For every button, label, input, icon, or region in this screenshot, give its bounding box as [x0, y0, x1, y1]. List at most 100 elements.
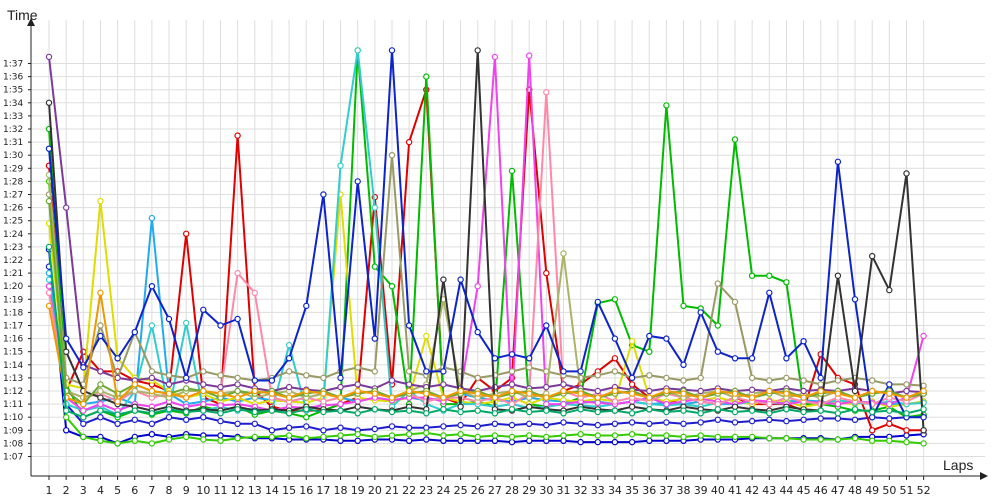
- data-point: [543, 269, 550, 277]
- data-point: [646, 332, 653, 340]
- y-tick-label: 1:17: [3, 322, 23, 332]
- data-point: [234, 132, 241, 139]
- data-point: [697, 387, 704, 395]
- x-tick-label: 3: [80, 484, 87, 497]
- data-point: [903, 410, 910, 417]
- data-point: [543, 383, 550, 391]
- data-point: [526, 420, 533, 427]
- data-point: [886, 381, 893, 388]
- data-point: [474, 390, 481, 397]
- data-point: [200, 407, 207, 414]
- data-point: [405, 387, 413, 395]
- x-tick-label: 26: [471, 484, 485, 497]
- data-point: [748, 407, 756, 414]
- y-tick-label: 1:14: [3, 361, 23, 371]
- data-point: [886, 415, 893, 422]
- data-point: [714, 433, 722, 441]
- x-tick-label: 32: [574, 484, 588, 497]
- data-point: [388, 432, 396, 439]
- data-point: [628, 431, 636, 438]
- data-point: [920, 414, 927, 421]
- x-tick-label: 49: [865, 484, 879, 497]
- data-point: [131, 407, 138, 414]
- data-point: [251, 387, 258, 395]
- data-point: [457, 431, 464, 438]
- x-tick-label: 45: [797, 484, 811, 497]
- data-point: [766, 289, 773, 296]
- data-point: [148, 440, 156, 447]
- data-point: [165, 381, 173, 388]
- data-point: [97, 197, 104, 205]
- data-point: [714, 387, 722, 395]
- x-tick-label: 19: [351, 484, 365, 497]
- data-point: [337, 407, 344, 414]
- data-point: [560, 387, 567, 395]
- data-point: [508, 368, 516, 375]
- data-point: [903, 427, 910, 434]
- series-line: [45, 47, 927, 434]
- data-point: [45, 283, 53, 290]
- data-point: [200, 368, 207, 375]
- data-point: [800, 394, 807, 401]
- data-point: [423, 410, 430, 417]
- y-tick-label: 1:26: [3, 204, 23, 214]
- data-point: [646, 432, 653, 439]
- data-point: [886, 286, 893, 294]
- data-point: [251, 377, 258, 384]
- data-point: [251, 289, 258, 296]
- y-tick-label: 1:08: [3, 439, 23, 449]
- data-point: [697, 374, 704, 382]
- data-point: [851, 394, 859, 401]
- data-point: [423, 390, 430, 397]
- data-point: [697, 419, 704, 426]
- data-point: [903, 438, 910, 446]
- data-point: [405, 322, 413, 329]
- y-tick-label: 1:24: [3, 230, 23, 240]
- data-point: [714, 416, 722, 423]
- data-point: [886, 407, 893, 414]
- data-point: [405, 381, 413, 388]
- series-path: [48, 54, 925, 412]
- data-point: [131, 416, 138, 423]
- data-point: [388, 151, 396, 159]
- data-point: [320, 191, 327, 198]
- data-point: [474, 423, 481, 430]
- data-point: [440, 437, 447, 444]
- data-point: [148, 431, 156, 438]
- data-point: [869, 408, 876, 416]
- data-point: [783, 374, 790, 382]
- data-point: [114, 374, 121, 382]
- x-tick-label: 13: [248, 484, 262, 497]
- data-point: [766, 377, 773, 384]
- x-tick-label: 37: [659, 484, 673, 497]
- data-point: [474, 407, 481, 414]
- data-point: [680, 377, 687, 384]
- data-point: [97, 289, 104, 296]
- data-point: [354, 47, 361, 54]
- data-point: [285, 341, 293, 349]
- series-path: [48, 291, 924, 406]
- data-point: [611, 355, 619, 362]
- series-path: [48, 154, 924, 387]
- y-tick-label: 1:37: [3, 60, 23, 70]
- y-tick-label: 1:11: [3, 400, 23, 410]
- data-point: [834, 272, 842, 279]
- data-point: [303, 302, 310, 310]
- x-tick-label: 35: [625, 484, 639, 497]
- data-point: [80, 407, 87, 414]
- data-point: [491, 420, 499, 427]
- data-point: [114, 440, 121, 447]
- data-point: [508, 433, 516, 441]
- data-point: [440, 432, 447, 439]
- data-point: [526, 403, 533, 410]
- data-point: [423, 436, 430, 443]
- data-point: [697, 432, 704, 439]
- x-tick-label: 10: [196, 484, 210, 497]
- data-point: [560, 368, 567, 375]
- data-point: [611, 438, 619, 446]
- data-point: [680, 390, 687, 397]
- x-tick-label: 17: [316, 484, 330, 497]
- data-point: [62, 414, 70, 421]
- data-point: [817, 381, 824, 388]
- data-point: [560, 250, 567, 257]
